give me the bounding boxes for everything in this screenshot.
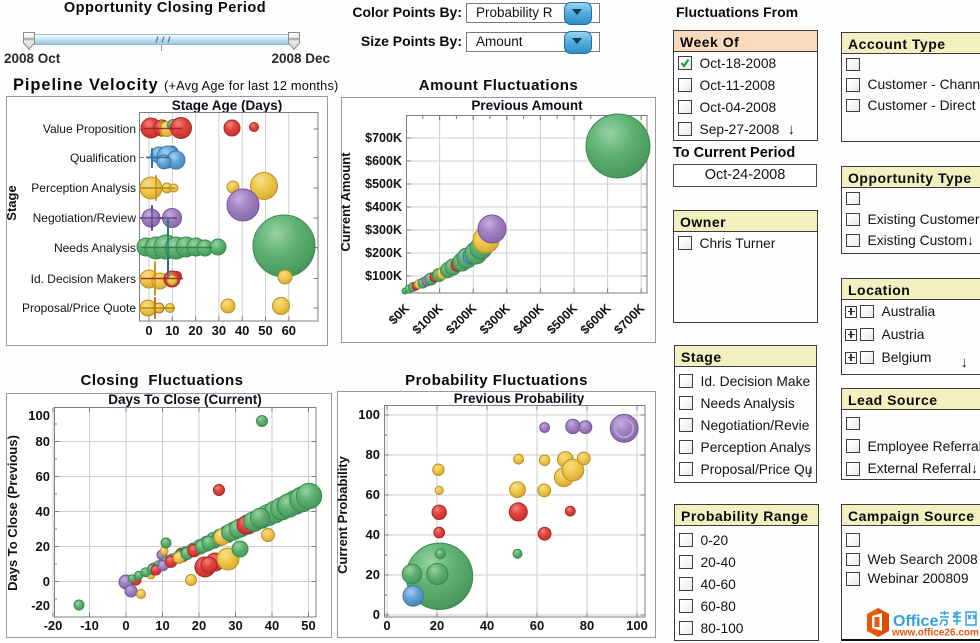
svg-text:Perception Analysis: Perception Analysis: [31, 181, 136, 195]
svg-text:60: 60: [36, 469, 50, 484]
svg-text:www.office26.com: www.office26.com: [891, 628, 979, 639]
svg-text:100: 100: [626, 618, 648, 633]
svg-text:$200K: $200K: [365, 246, 402, 260]
svg-text:0: 0: [383, 618, 390, 633]
svg-text:-20: -20: [44, 618, 63, 633]
svg-text:50: 50: [258, 323, 272, 338]
svg-text:10: 10: [155, 618, 169, 633]
svg-text:Previous Amount: Previous Amount: [471, 98, 583, 113]
svg-text:40: 40: [265, 618, 279, 633]
svg-text:Stage: Stage: [6, 185, 19, 220]
svg-text:-20: -20: [31, 598, 50, 613]
svg-text:0: 0: [145, 323, 152, 338]
svg-text:Qualification: Qualification: [70, 151, 136, 165]
svg-text:Stage Age (Days): Stage Age (Days): [172, 98, 283, 113]
svg-text:Proposal/Price Quote: Proposal/Price Quote: [22, 301, 136, 315]
svg-text:20: 20: [366, 567, 380, 582]
svg-text:60: 60: [530, 618, 544, 633]
svg-text:80: 80: [36, 434, 50, 449]
svg-text:80: 80: [580, 618, 594, 633]
svg-text:100: 100: [358, 407, 380, 422]
svg-text:20: 20: [430, 618, 444, 633]
svg-text:$600K: $600K: [365, 154, 402, 168]
svg-text:Current Probability: Current Probability: [337, 455, 350, 574]
svg-text:0: 0: [373, 607, 380, 622]
svg-text:40: 40: [480, 618, 494, 633]
svg-text:$100K: $100K: [365, 269, 402, 283]
svg-text:40: 40: [235, 323, 249, 338]
svg-text:10: 10: [165, 323, 179, 338]
svg-text:20: 20: [192, 618, 206, 633]
svg-text:60: 60: [366, 487, 380, 502]
svg-text:Current Amount: Current Amount: [341, 152, 353, 252]
svg-text:$400K: $400K: [365, 200, 402, 214]
svg-text:-10: -10: [80, 618, 99, 633]
svg-text:Value Proposition: Value Proposition: [43, 122, 136, 136]
svg-text:100: 100: [28, 408, 50, 423]
svg-text:0: 0: [43, 574, 50, 589]
svg-text:50: 50: [301, 618, 315, 633]
svg-text:$300K: $300K: [365, 223, 402, 237]
svg-text:80: 80: [366, 447, 380, 462]
svg-text:Negotiation/Review: Negotiation/Review: [33, 211, 137, 225]
svg-text:30: 30: [212, 323, 226, 338]
svg-text:Office: Office: [893, 613, 938, 630]
svg-text:40: 40: [36, 504, 50, 519]
svg-text:Needs Analysis: Needs Analysis: [54, 241, 136, 255]
svg-text:Days To Close (Current): Days To Close (Current): [108, 393, 262, 407]
svg-text:Id. Decision Makers: Id. Decision Makers: [31, 272, 136, 286]
svg-text:Days To Close (Previous): Days To Close (Previous): [6, 435, 20, 591]
svg-text:40: 40: [366, 527, 380, 542]
svg-text:$500K: $500K: [365, 177, 402, 191]
svg-text:Previous Probability: Previous Probability: [454, 391, 585, 406]
svg-text:$700K: $700K: [365, 131, 402, 145]
svg-text:60: 60: [282, 323, 296, 338]
svg-text:0: 0: [122, 618, 129, 633]
svg-text:20: 20: [188, 323, 202, 338]
svg-text:20: 20: [36, 539, 50, 554]
svg-text:30: 30: [228, 618, 242, 633]
